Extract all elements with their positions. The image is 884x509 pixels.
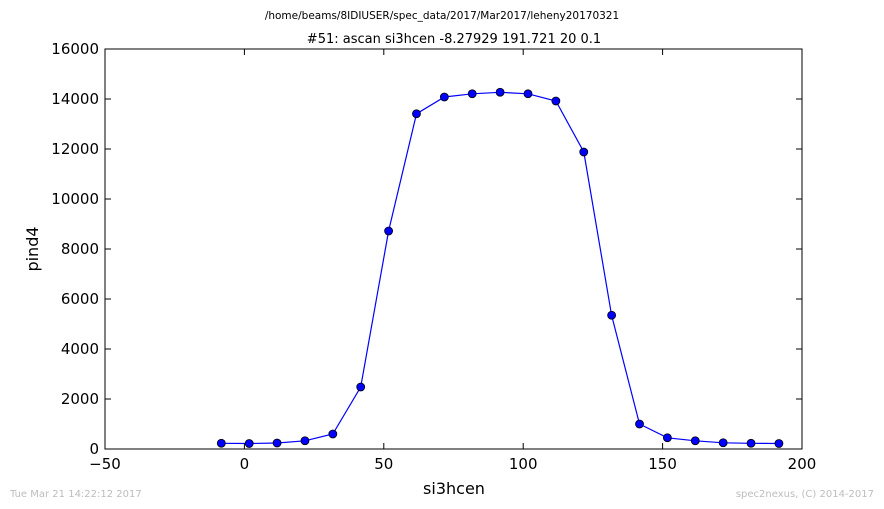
data-point [635,419,644,429]
x-tick-label: 150 [648,455,677,473]
data-point [467,89,477,99]
x-tick-label: −50 [89,455,121,473]
data-point [523,89,533,99]
footer-timestamp: Tue Mar 21 14:22:12 2017 [10,489,142,500]
data-point [690,436,700,446]
data-point [718,438,728,448]
data-point [774,439,784,448]
x-axis-label: si3hcen [423,479,485,498]
data-point [495,87,505,97]
x-tick-label: 200 [788,455,817,473]
axes-frame [104,48,803,450]
data-point [328,429,338,439]
series-line [221,91,779,445]
x-tick-label: 50 [374,455,393,473]
data-point [551,96,561,106]
y-tick-label: 10000 [51,190,99,208]
x-tick-label: 0 [240,455,250,473]
data-point [300,436,310,446]
chart-supertitle: /home/beams/8IDIUSER/spec_data/2017/Mar2… [265,10,619,22]
data-point [746,438,756,448]
footer-credit: spec2nexus, (C) 2014-2017 [735,489,874,500]
y-tick-label: 14000 [51,90,99,108]
data-point [662,433,672,443]
data-point [356,382,366,392]
y-tick-label: 8000 [61,240,99,258]
y-tick-label: 4000 [61,340,99,358]
data-point [579,147,589,157]
chart-title: #51: ascan si3hcen -8.27929 191.721 20 0… [307,32,601,47]
data-point [412,109,421,119]
y-tick-label: 12000 [51,140,99,158]
y-tick-label: 0 [89,440,99,458]
y-tick-label: 2000 [61,390,99,408]
data-point [607,310,617,320]
data-point [384,226,393,236]
x-tick-label: 100 [509,455,538,473]
data-point [272,438,282,448]
y-axis-label: pind4 [23,226,42,271]
data-point [244,439,254,448]
y-tick-label: 16000 [51,40,99,58]
y-tick-label: 6000 [61,290,99,308]
data-point [216,438,226,448]
plot-area: −50 0 50 100 150 2000200040006000800010000120… [51,40,816,473]
data-point [439,92,449,102]
